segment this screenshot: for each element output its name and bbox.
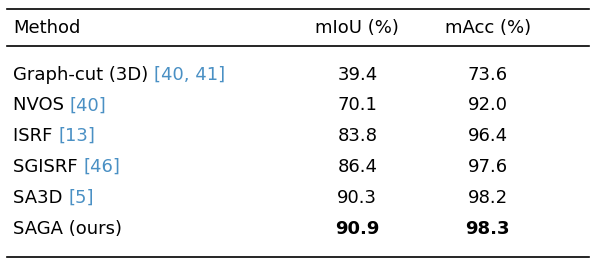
Text: 86.4: 86.4 [337, 158, 377, 176]
Text: mAcc (%): mAcc (%) [445, 18, 531, 36]
Text: 83.8: 83.8 [337, 127, 377, 145]
Text: [40]: [40] [70, 96, 107, 114]
Text: NVOS: NVOS [13, 96, 70, 114]
Text: SA3D: SA3D [13, 189, 69, 207]
Text: [5]: [5] [69, 189, 94, 207]
Text: 96.4: 96.4 [468, 127, 508, 145]
Text: [46]: [46] [83, 158, 120, 176]
Text: 98.3: 98.3 [465, 220, 510, 238]
Text: mIoU (%): mIoU (%) [315, 18, 399, 36]
Text: 97.6: 97.6 [468, 158, 508, 176]
Text: [40, 41]: [40, 41] [154, 65, 225, 83]
Text: Method: Method [13, 18, 80, 36]
Text: 98.2: 98.2 [468, 189, 508, 207]
Text: 70.1: 70.1 [337, 96, 377, 114]
Text: 92.0: 92.0 [468, 96, 508, 114]
Text: SAGA (ours): SAGA (ours) [13, 220, 122, 238]
Text: 90.3: 90.3 [337, 189, 377, 207]
Text: 90.9: 90.9 [335, 220, 380, 238]
Text: ISRF: ISRF [13, 127, 58, 145]
Text: [13]: [13] [58, 127, 95, 145]
Text: Graph-cut (3D): Graph-cut (3D) [13, 65, 154, 83]
Text: 39.4: 39.4 [337, 65, 377, 83]
Text: 73.6: 73.6 [468, 65, 508, 83]
Text: SGISRF: SGISRF [13, 158, 83, 176]
